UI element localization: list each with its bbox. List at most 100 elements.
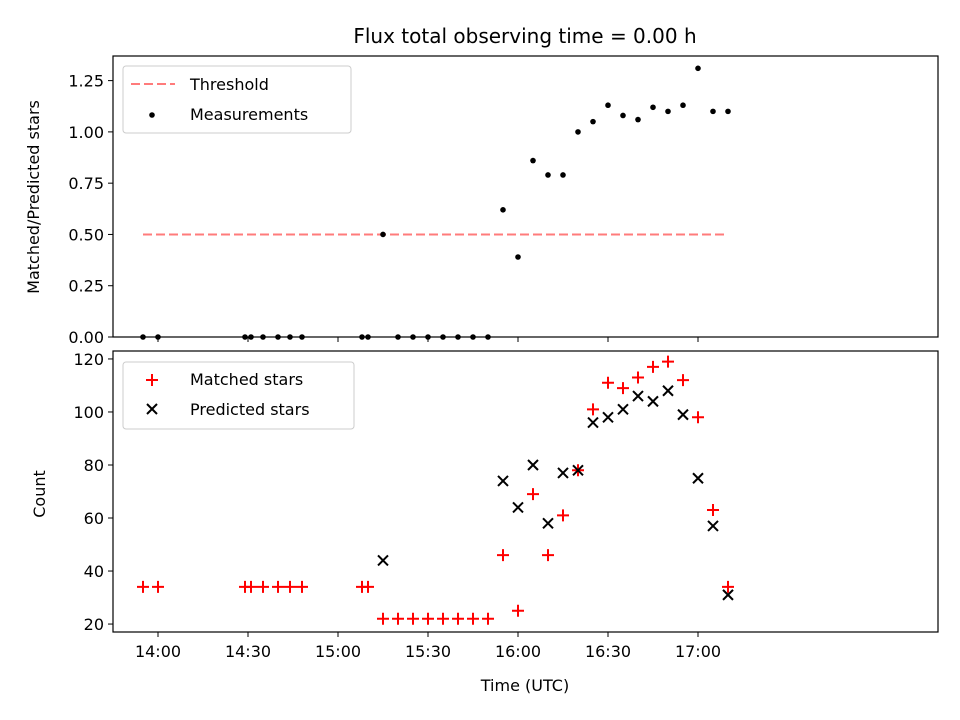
matched-star-point bbox=[707, 504, 719, 517]
matched-star-point bbox=[245, 580, 257, 593]
matched-star-point bbox=[407, 612, 419, 625]
measurement-point bbox=[725, 108, 731, 115]
measurement-point bbox=[695, 65, 701, 72]
predicted-star-point bbox=[677, 408, 689, 421]
measurement-point bbox=[575, 129, 581, 135]
measurement-point bbox=[710, 108, 716, 115]
measurement-point bbox=[680, 102, 686, 109]
count-y-tick-label: 60 bbox=[84, 509, 104, 528]
count-y-tick-label: 100 bbox=[73, 403, 104, 422]
ratio-y-tick-label: 0.25 bbox=[68, 277, 104, 296]
matched-star-point bbox=[257, 580, 269, 593]
measurement-point bbox=[545, 172, 551, 178]
matched-star-point bbox=[632, 371, 644, 384]
predicted-star-point bbox=[377, 554, 389, 567]
count-x-tick-label: 14:30 bbox=[225, 642, 271, 661]
ratio-y-axis-label: Matched/Predicted stars bbox=[24, 100, 43, 294]
matched-star-point bbox=[677, 374, 689, 387]
measurement-point bbox=[530, 157, 536, 164]
matched-star-point bbox=[662, 355, 674, 368]
count-y-tick-label: 20 bbox=[84, 615, 104, 634]
predicted-star-point bbox=[587, 416, 599, 429]
matched-star-point bbox=[437, 612, 449, 625]
predicted-legend-swatch bbox=[146, 403, 158, 415]
count-y-tick-label: 120 bbox=[73, 350, 104, 369]
count-x-tick-label: 15:30 bbox=[405, 642, 451, 661]
ratio-legend-box bbox=[122, 65, 352, 134]
matched-star-point bbox=[137, 580, 149, 593]
count-x-ticks: 14:00 14:30 15:00 15:30 16:00 16:30 17:00 bbox=[135, 632, 721, 661]
ratio-y-tick-label: 0.75 bbox=[68, 174, 104, 193]
matched-star-point bbox=[647, 360, 659, 373]
ratio-legend: Threshold Measurements bbox=[122, 65, 352, 134]
matched-star-point bbox=[542, 549, 554, 562]
predicted-legend-label: Predicted stars bbox=[190, 400, 310, 419]
predicted-star-point bbox=[602, 411, 614, 423]
matched-star-point bbox=[617, 382, 629, 395]
matched-star-point bbox=[722, 580, 734, 593]
matched-star-point bbox=[527, 488, 539, 501]
ratio-y-tick-label: 1.00 bbox=[68, 123, 104, 142]
predicted-star-point bbox=[512, 501, 524, 514]
ratio-y-tick-label: 0.00 bbox=[68, 328, 104, 347]
measurement-point bbox=[665, 108, 671, 115]
matched-star-point bbox=[557, 509, 569, 522]
measurement-point bbox=[605, 102, 611, 109]
x-axis-label: Time (UTC) bbox=[480, 676, 569, 695]
measurement-point bbox=[650, 104, 656, 111]
matched-star-point bbox=[497, 549, 509, 562]
matched-legend-label: Matched stars bbox=[190, 370, 303, 389]
measurements-legend-swatch bbox=[149, 112, 155, 118]
matched-star-point bbox=[422, 612, 434, 625]
ratio-y-tick-label: 1.25 bbox=[68, 72, 104, 91]
measurement-point bbox=[590, 118, 596, 125]
predicted-star-point bbox=[632, 390, 644, 402]
measurements-legend-label: Measurements bbox=[190, 105, 308, 124]
ratio-axes-frame bbox=[112, 55, 939, 338]
count-y-tick-label: 80 bbox=[84, 456, 104, 475]
matched-star-point bbox=[152, 580, 164, 593]
measurement-point bbox=[620, 112, 626, 119]
count-plot-area bbox=[137, 355, 734, 625]
matched-star-point bbox=[272, 580, 284, 593]
matched-star-point bbox=[512, 604, 524, 617]
count-legend: Matched stars Predicted stars bbox=[122, 361, 355, 430]
matched-star-point bbox=[362, 580, 374, 593]
matched-star-point bbox=[602, 376, 614, 389]
predicted-star-point bbox=[647, 395, 659, 408]
matched-star-point bbox=[377, 612, 389, 625]
predicted-star-point bbox=[497, 475, 509, 487]
count-axes-frame bbox=[112, 350, 939, 633]
count-x-tick-label: 15:00 bbox=[315, 642, 361, 661]
predicted-star-point bbox=[557, 467, 569, 479]
count-legend-box bbox=[122, 361, 355, 430]
predicted-star-point bbox=[707, 520, 719, 532]
predicted-star-point bbox=[572, 464, 584, 476]
matched-star-point bbox=[587, 403, 599, 416]
count-y-axis-label: Count bbox=[30, 470, 49, 518]
matched-star-point bbox=[284, 580, 296, 593]
chart-title: Flux total observing time = 0.00 h bbox=[353, 24, 696, 48]
matched-star-point bbox=[482, 612, 494, 625]
count-x-tick-label: 16:00 bbox=[495, 642, 541, 661]
count-x-tick-label: 17:00 bbox=[675, 642, 721, 661]
predicted-star-point bbox=[617, 403, 629, 416]
measurement-point bbox=[515, 254, 521, 260]
matched-star-point bbox=[467, 612, 479, 625]
matched-legend-swatch bbox=[146, 374, 158, 386]
predicted-star-point bbox=[542, 517, 554, 530]
count-y-tick-label: 40 bbox=[84, 562, 104, 581]
ratio-y-tick-label: 0.50 bbox=[68, 225, 104, 244]
matched-star-point bbox=[692, 411, 704, 424]
predicted-star-point bbox=[722, 589, 734, 601]
measurement-point bbox=[380, 231, 386, 238]
measurement-point bbox=[635, 116, 641, 123]
count-x-tick-label: 14:00 bbox=[135, 642, 181, 661]
ratio-panel: Flux total observing time = 0.00 h Match… bbox=[24, 24, 939, 347]
predicted-star-point bbox=[527, 459, 539, 471]
count-x-tick-label: 16:30 bbox=[585, 642, 631, 661]
threshold-legend-label: Threshold bbox=[189, 75, 269, 94]
matched-star-point bbox=[392, 612, 404, 625]
